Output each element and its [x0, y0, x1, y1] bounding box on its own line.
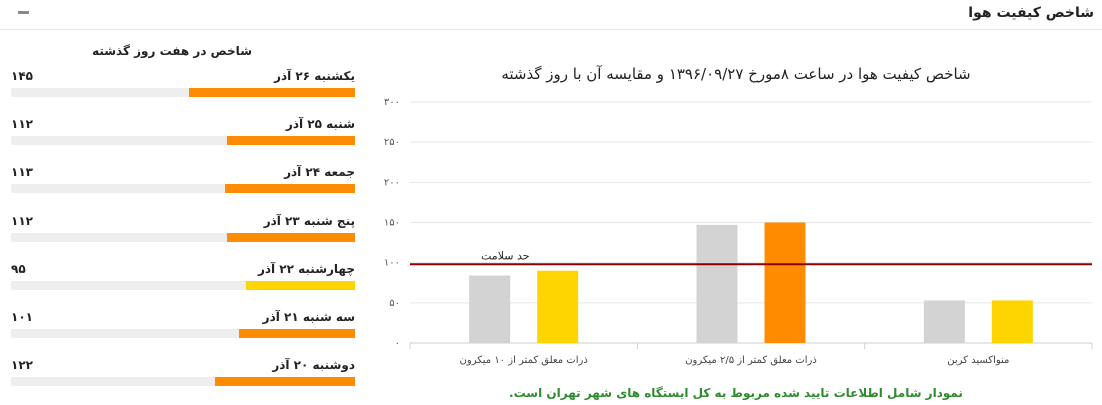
bar	[696, 224, 738, 343]
day-bar-fill	[225, 184, 355, 194]
y-tick-label: ۲۵۰	[384, 137, 400, 148]
day-bar-track	[11, 184, 355, 194]
collapse-icon[interactable]	[18, 11, 29, 14]
y-tick-label: ۱۵۰	[384, 218, 400, 229]
day-label: دوشنبه ۲۰ آذر	[272, 358, 355, 373]
day-bar-track	[11, 280, 355, 290]
day-bar-track	[11, 88, 355, 97]
day-bar-fill	[226, 136, 355, 146]
x-category-label: ذرات معلق کمتر از ۱۰ میکرون	[460, 355, 588, 366]
day-row: پنج شنبه ۲۳ آذر ۱۱۲	[11, 214, 355, 244]
day-row: چهارشنبه ۲۲ آذر ۹۵	[11, 262, 355, 292]
day-value: ۱۱۲	[11, 213, 33, 228]
day-value: ۱۱۳	[11, 165, 33, 180]
day-row: شنبه ۲۵ آذر ۱۱۲	[11, 117, 355, 147]
day-bar-track	[11, 232, 355, 242]
day-label: یکشنبه ۲۶ آذر	[274, 69, 355, 83]
day-row: دوشنبه ۲۰ آذر ۱۲۲	[11, 358, 355, 388]
aqi-chart: شاخص کیفیت هوا در ساعت ۸مورخ ۱۳۹۶/۰۹/۲۷ …	[370, 55, 1102, 400]
y-tick-label: ۱۰۰	[384, 258, 400, 269]
day-label: پنج شنبه ۲۳ آذر	[263, 213, 355, 228]
weekly-index-panel: شاخص در هفت روز گذشته یکشنبه ۲۶ آذر ۱۴۵ شن…	[0, 38, 360, 398]
y-tick-label: ۵۰	[389, 298, 400, 309]
day-value: ۱۱۲	[11, 117, 33, 132]
day-bar-fill	[226, 232, 355, 242]
day-row: یکشنبه ۲۶ آذر ۱۴۵	[11, 69, 355, 99]
day-value: ۱۲۲	[11, 358, 33, 373]
y-tick-label: ۰	[395, 338, 400, 349]
x-category-label: منواکسید کربن	[947, 355, 1009, 366]
day-bar-track	[11, 136, 355, 146]
bar	[991, 300, 1033, 343]
day-label: چهارشنبه ۲۲ آذر	[257, 261, 355, 276]
panel-title: شاخص کیفیت هوا	[968, 5, 1094, 21]
day-bar-fill	[215, 377, 355, 387]
day-bar-fill	[188, 88, 355, 97]
chart-footnote: نمودار شامل اطلاعات تایید شده مربوط به ک…	[509, 386, 963, 400]
weekly-title: شاخص در هفت روز گذشته	[92, 44, 252, 58]
day-bar-track	[11, 377, 355, 387]
day-label: جمعه ۲۴ آذر	[284, 165, 355, 180]
day-bar-fill	[246, 280, 355, 290]
day-row: جمعه ۲۴ آذر ۱۱۳	[11, 165, 355, 195]
bar	[537, 270, 579, 343]
day-value: ۱۴۵	[11, 69, 33, 83]
y-tick-label: ۳۰۰	[384, 97, 400, 108]
x-category-label: ذرات معلق کمتر از ۲/۵ میکرون	[685, 355, 817, 366]
bar	[469, 275, 511, 343]
day-label: شنبه ۲۵ آذر	[285, 117, 355, 132]
day-value: ۱۰۱	[11, 310, 33, 324]
aqi-bar-chart: ۰ ۵۰ ۱۰۰ ۱۵۰ ۲۰۰ ۲۵۰ ۳۰۰ منواکسید کربن ذرات معلق…	[384, 97, 1093, 366]
y-tick-label: ۲۰۰	[384, 177, 400, 188]
day-bar-fill	[239, 329, 355, 338]
threshold-label: حد سلامت	[481, 249, 530, 262]
day-bar-track	[11, 329, 355, 338]
day-row: سه شنبه ۲۱ آذر ۱۰۱	[11, 310, 355, 340]
day-label: سه شنبه ۲۱ آذر	[262, 310, 355, 324]
panel-header: شاخص کیفیت هوا	[0, 0, 1102, 30]
chart-title: شاخص کیفیت هوا در ساعت ۸مورخ ۱۳۹۶/۰۹/۲۷ …	[501, 65, 971, 83]
day-value: ۹۵	[11, 261, 26, 276]
bar	[923, 300, 965, 343]
bar	[764, 222, 806, 343]
